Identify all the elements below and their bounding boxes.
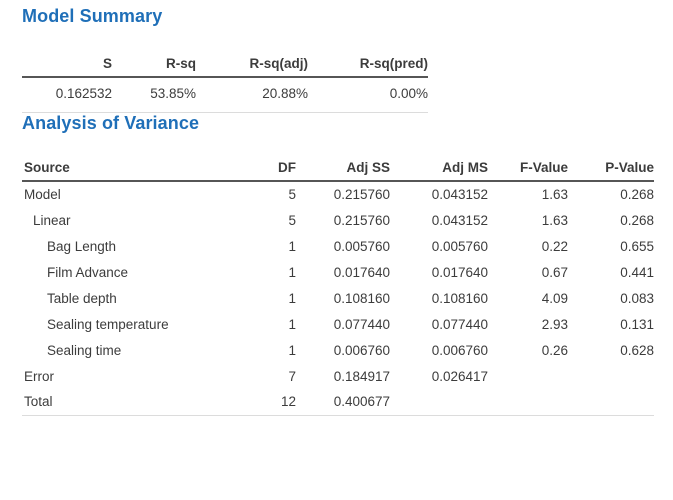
adj-ss-value: 0.184917: [333, 368, 390, 384]
adj-ss-value: 0.215760: [333, 187, 390, 202]
anova-heading: Analysis of Variance: [22, 113, 200, 133]
anova-header-row: Source DF Adj SS Adj MS F-Value P-Value: [22, 158, 654, 182]
anova-row-sealing-temperature: Sealing temperature 1 0.077440 0.077440 …: [22, 311, 654, 337]
p-value: 0.083: [620, 290, 654, 306]
value-rsq: 53.85%: [150, 86, 196, 101]
anova-row-bag-length: Bag Length 1 0.005760 0.005760 0.22 0.65…: [22, 233, 654, 259]
adj-ms-value: 0.017640: [431, 264, 488, 280]
p-value: [568, 389, 654, 415]
anova-row-linear: Linear 5 0.215760 0.043152 1.63 0.268: [22, 207, 654, 233]
value-rsq-pred: 0.00%: [389, 86, 428, 101]
value-rsq-adj: 20.88%: [262, 86, 308, 101]
adj-ms-value: 0.043152: [431, 212, 488, 228]
f-value: 1.63: [541, 212, 568, 228]
p-value: 0.628: [620, 342, 654, 358]
column-header-rsq: R-sq: [112, 54, 196, 78]
adj-ms-value: 0.077440: [431, 316, 488, 332]
source-label: Sealing time: [47, 342, 122, 358]
p-value: 0.655: [620, 238, 654, 254]
df-value: 1: [288, 290, 296, 306]
column-header-source: Source: [22, 158, 262, 182]
adj-ms-value: [390, 389, 488, 415]
f-value: 1.63: [541, 187, 568, 202]
anova-table: Source DF Adj SS Adj MS F-Value P-Value …: [22, 158, 654, 416]
anova-section: Analysis of Variance Source DF Adj SS Ad…: [22, 113, 673, 416]
adj-ss-value: 0.006760: [333, 342, 390, 358]
source-label: Sealing temperature: [47, 316, 169, 332]
f-value: [488, 389, 568, 415]
anova-row-sealing-time: Sealing time 1 0.006760 0.006760 0.26 0.…: [22, 337, 654, 363]
column-header-adj-ss: Adj SS: [296, 158, 390, 182]
model-summary-header-row: S R-sq R-sq(adj) R-sq(pred): [22, 54, 428, 78]
df-value: 1: [288, 238, 296, 254]
adj-ss-value: 0.005760: [333, 238, 390, 254]
model-summary-table: S R-sq R-sq(adj) R-sq(pred) 0.162532 53.…: [22, 54, 428, 113]
adj-ss-value: 0.215760: [333, 212, 390, 228]
adj-ss-value: 0.077440: [333, 316, 390, 332]
column-header-adj-ms: Adj MS: [390, 158, 488, 182]
adj-ss-value: 0.400677: [333, 394, 390, 410]
df-value: 5: [288, 187, 296, 202]
f-value: 0.67: [541, 264, 568, 280]
df-value: 1: [288, 264, 296, 280]
df-value: 12: [280, 394, 296, 410]
anova-row-model: Model 5 0.215760 0.043152 1.63 0.268: [22, 181, 654, 207]
p-value: 0.441: [620, 264, 654, 280]
f-value: 4.09: [541, 290, 568, 306]
df-value: 1: [288, 316, 296, 332]
adj-ss-value: 0.017640: [333, 264, 390, 280]
df-value: 7: [288, 368, 296, 384]
p-value: [568, 363, 654, 389]
source-label: Bag Length: [47, 238, 117, 254]
adj-ms-value: 0.043152: [431, 187, 488, 202]
df-value: 1: [288, 342, 296, 358]
source-label: Error: [24, 368, 54, 384]
value-s: 0.162532: [55, 86, 112, 101]
column-header-p-value: P-Value: [568, 158, 654, 182]
p-value: 0.268: [620, 187, 654, 202]
source-label: Table depth: [47, 290, 117, 306]
column-header-df: DF: [262, 158, 296, 182]
anova-row-error: Error 7 0.184917 0.026417: [22, 363, 654, 389]
f-value: 0.26: [541, 342, 568, 358]
column-header-f-value: F-Value: [488, 158, 568, 182]
anova-row-film-advance: Film Advance 1 0.017640 0.017640 0.67 0.…: [22, 259, 654, 285]
df-value: 5: [288, 212, 296, 228]
model-summary-section: Model Summary S R-sq R-sq(adj) R-sq(pred…: [22, 6, 673, 113]
column-header-rsq-adj: R-sq(adj): [196, 54, 308, 78]
column-header-rsq-pred: R-sq(pred): [308, 54, 428, 78]
source-label: Total: [24, 394, 53, 410]
column-header-s: S: [22, 54, 112, 78]
source-label: Film Advance: [47, 264, 129, 280]
adj-ms-value: 0.108160: [431, 290, 488, 306]
adj-ms-value: 0.005760: [431, 238, 488, 254]
adj-ms-value: 0.026417: [431, 368, 488, 384]
anova-row-total: Total 12 0.400677: [22, 389, 654, 415]
f-value: [488, 363, 568, 389]
p-value: 0.131: [620, 316, 654, 332]
source-label: Model: [24, 187, 61, 202]
anova-row-table-depth: Table depth 1 0.108160 0.108160 4.09 0.0…: [22, 285, 654, 311]
model-summary-values-row: 0.162532 53.85% 20.88% 0.00%: [22, 77, 428, 113]
f-value: 2.93: [541, 316, 568, 332]
f-value: 0.22: [541, 238, 568, 254]
adj-ms-value: 0.006760: [431, 342, 488, 358]
model-summary-heading: Model Summary: [22, 6, 163, 26]
source-label: Linear: [33, 212, 71, 228]
p-value: 0.268: [620, 212, 654, 228]
adj-ss-value: 0.108160: [333, 290, 390, 306]
